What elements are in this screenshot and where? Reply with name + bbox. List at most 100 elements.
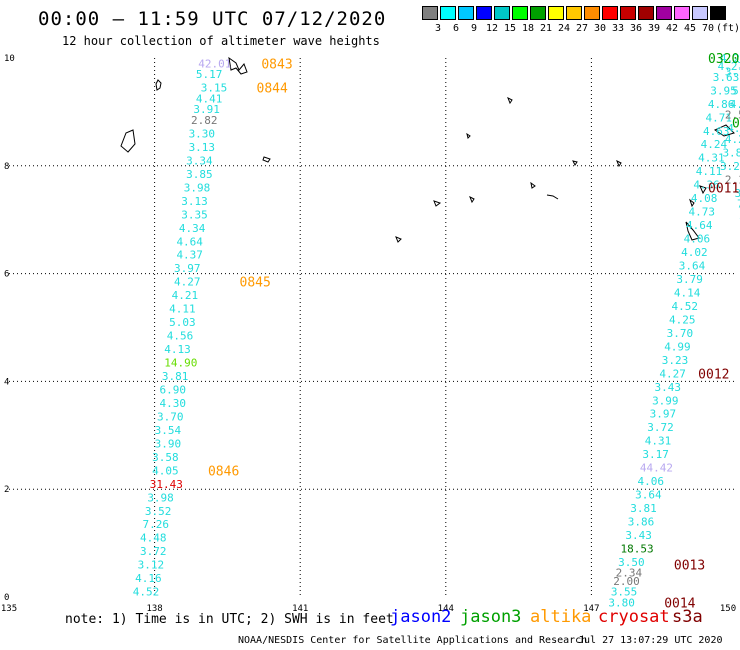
swh-value: 3.97 <box>650 408 677 421</box>
island <box>466 132 471 139</box>
scale-swatch <box>476 6 492 20</box>
scale-label: 15 <box>503 23 517 34</box>
pass-time-label: 0011 <box>708 181 739 196</box>
swh-value: 3.43 <box>625 529 652 542</box>
swh-value: 3.43 <box>654 381 681 394</box>
swh-value: 4.52 <box>671 300 698 313</box>
satellite-legend-item: jason2 <box>390 607 452 627</box>
swh-value: 3.86 <box>628 516 655 529</box>
map-title: 00:00 – 11:59 UTC 07/12/2020 <box>38 8 387 30</box>
swh-value: 3.34 <box>186 154 213 167</box>
scale-swatch <box>602 6 618 20</box>
lat-lon-grid <box>9 58 737 597</box>
swh-value: 3.81 <box>162 370 189 383</box>
swh-value: 3.72 <box>647 421 674 434</box>
scale-label: 12 <box>485 23 499 34</box>
altimeter-tracks: 42.015.173.154.413.912.823.303.133.343.8… <box>133 52 740 609</box>
island <box>507 96 513 105</box>
swh-value: 31.43 <box>150 478 183 491</box>
scale-swatch <box>548 6 564 20</box>
map-subtitle: 12 hour collection of altimeter wave hei… <box>62 34 380 48</box>
pass-time-label: 0014 <box>664 596 695 611</box>
swh-value: 4.05 <box>152 464 179 477</box>
swh-value: 4.30 <box>159 397 186 410</box>
pass-time-label: 0844 <box>257 82 288 97</box>
swh-value: 4.73 <box>688 206 715 219</box>
scale-label: 39 <box>647 23 661 34</box>
y-tick-label: 10 <box>4 54 15 64</box>
swh-value: 3.54 <box>155 424 182 437</box>
swh-value: 3.70 <box>667 327 694 340</box>
swh-value: 3.81 <box>630 502 657 515</box>
swh-value: 2.52 <box>725 109 740 122</box>
swh-value: 4.71 <box>705 111 732 124</box>
swh-value: 3.35 <box>181 208 208 221</box>
swh-value: 4.27 <box>659 367 686 380</box>
y-tick-label: 6 <box>4 270 9 280</box>
y-tick-label: 2 <box>4 485 9 495</box>
island <box>572 160 578 166</box>
island <box>685 221 700 241</box>
island <box>469 195 475 204</box>
swh-value: 5.03 <box>169 316 196 329</box>
swh-value: 4.27 <box>718 60 740 73</box>
swh-value: 4.36 <box>693 179 720 192</box>
swh-value: 44.42 <box>640 462 673 475</box>
scale-label: (ft) <box>716 23 740 34</box>
swh-value: 4.25 <box>669 313 696 326</box>
scale-swatch <box>674 6 690 20</box>
pass-time-label: 0845 <box>240 276 271 291</box>
satellite-legend-item: s3a <box>672 607 703 627</box>
scale-label: 24 <box>557 23 571 34</box>
swh-value: 3.52 <box>145 505 172 518</box>
scale-label: 6 <box>452 23 460 34</box>
x-tick-label: 141 <box>292 604 308 614</box>
scale-label: 36 <box>629 23 643 34</box>
swh-value: 3.55 <box>611 586 638 599</box>
swh-value: 4.52 <box>133 586 160 599</box>
scale-swatch <box>710 6 726 20</box>
swh-value: 3.90 <box>155 437 182 450</box>
swh-value: 4.21 <box>172 289 199 302</box>
scale-swatch <box>692 6 708 20</box>
swh-value: 2.00 <box>613 575 640 588</box>
satellite-legend-item: jason3 <box>460 607 522 627</box>
scale-label: 27 <box>575 23 589 34</box>
scale-label: 70 <box>701 23 715 34</box>
swh-value: 4.64 <box>686 219 713 232</box>
swh-value: 4.13 <box>164 343 191 356</box>
swh-value: 7.26 <box>142 518 169 531</box>
pass-time-label: 0012 <box>698 367 729 382</box>
y-tick-label: 4 <box>4 377 9 387</box>
swh-value: 4.37 <box>176 249 203 262</box>
swh-value: 5.17 <box>196 68 223 81</box>
scale-swatch <box>566 6 582 20</box>
swh-value: 3.72 <box>140 545 167 558</box>
swh-value: 4.16 <box>135 572 162 585</box>
swh-value: 4.64 <box>176 235 203 248</box>
swh-value: 4.31 <box>698 152 725 165</box>
swh-value: 4.11 <box>696 165 723 178</box>
swh-value: 4.86 <box>708 98 735 111</box>
swh-value: 6.90 <box>159 383 186 396</box>
credit-line: NOAA/NESDIS Center for Satellite Applica… <box>238 635 588 646</box>
swh-value: 3.80 <box>608 596 635 609</box>
swh-value: 4.06 <box>638 475 665 488</box>
swh-value: 3.70 <box>157 410 184 423</box>
swh-value: 3.85 <box>186 168 213 181</box>
scale-label: 45 <box>683 23 697 34</box>
scale-label: 9 <box>470 23 478 34</box>
swh-value: 4.63 <box>703 125 730 138</box>
swh-value: 4.06 <box>684 233 711 246</box>
swh-value: 3.98 <box>147 491 174 504</box>
island <box>546 194 559 200</box>
swh-value: 3.23 <box>662 354 689 367</box>
y-tick-label: 8 <box>4 162 9 172</box>
swh-value: 7.32 <box>737 198 740 211</box>
swh-value: 3.64 <box>679 260 706 273</box>
scale-label: 42 <box>665 23 679 34</box>
swh-value: 4.08 <box>691 192 718 205</box>
island <box>616 159 622 168</box>
island <box>262 156 271 163</box>
